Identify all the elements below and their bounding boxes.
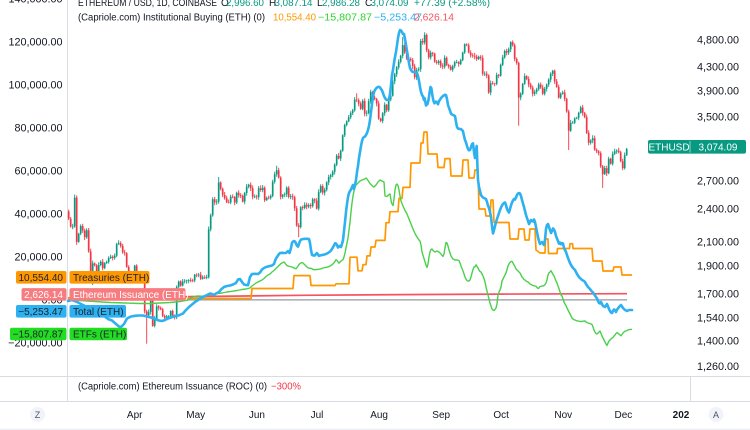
svg-text:ETHEREUM / USD, 1D, COINBASE: ETHEREUM / USD, 1D, COINBASE [78,0,217,9]
svg-text:H: H [269,0,276,9]
svg-text:2,626.14: 2,626.14 [24,290,63,301]
svg-text:20,000.00: 20,000.00 [14,252,62,264]
svg-text:80,000.00: 80,000.00 [14,123,62,135]
svg-text:Z: Z [35,410,41,420]
svg-text:−15,807.87: −15,807.87 [318,13,372,24]
svg-text:40,000.00: 40,000.00 [14,209,62,221]
svg-text:3,500.00: 3,500.00 [697,112,739,124]
svg-text:Aug: Aug [370,410,388,421]
svg-text:2,996.60: 2,996.60 [226,0,264,9]
svg-text:(Capriole.com) Ethereum Issuan: (Capriole.com) Ethereum Issuance (ROC) (… [78,382,267,393]
svg-text:May: May [186,410,205,421]
svg-text:4,300.00: 4,300.00 [697,62,739,74]
svg-text:(Capriole.com) Institutional B: (Capriole.com) Institutional Buying (ETH… [78,13,265,24]
svg-text:−20,000.00: −20,000.00 [8,338,62,350]
svg-text:3,074.09: 3,074.09 [371,0,409,9]
svg-text:1,540.00: 1,540.00 [697,313,739,325]
svg-text:140,000.00: 140,000.00 [8,0,62,6]
svg-text:2,986.28: 2,986.28 [322,0,360,9]
svg-text:100,000.00: 100,000.00 [8,80,62,92]
svg-text:Sep: Sep [432,410,450,421]
svg-text:60,000.00: 60,000.00 [14,166,62,178]
svg-text:1,260.00: 1,260.00 [697,361,739,373]
svg-text:2,700.00: 2,700.00 [697,176,739,188]
svg-text:Jul: Jul [311,410,324,421]
svg-text:ETHUSD: ETHUSD [648,142,689,153]
svg-text:3,900.00: 3,900.00 [697,86,739,98]
svg-text:ETFs (ETH): ETFs (ETH) [73,330,126,341]
svg-text:O: O [221,0,229,9]
svg-text:Jun: Jun [249,410,265,421]
svg-text:Nov: Nov [554,410,572,421]
svg-text:Treasuries (ETH): Treasuries (ETH) [73,273,149,284]
svg-text:Oct: Oct [493,410,509,421]
svg-text:A: A [713,410,719,420]
svg-text:1,700.00: 1,700.00 [697,289,739,301]
svg-text:120,000.00: 120,000.00 [8,37,62,49]
svg-text:3,087.14: 3,087.14 [275,0,313,9]
svg-text:−15,807.87: −15,807.87 [13,330,64,341]
svg-text:Apr: Apr [127,410,143,421]
svg-text:10,554.40: 10,554.40 [19,273,64,284]
svg-text:4,800.00: 4,800.00 [697,35,739,47]
svg-text:Dec: Dec [615,410,633,421]
svg-text:1,400.00: 1,400.00 [697,336,739,348]
svg-text:1,900.00: 1,900.00 [697,261,739,273]
svg-text:202: 202 [673,410,690,421]
svg-text:C: C [365,0,372,9]
svg-text:−300%: −300% [271,382,301,393]
svg-text:3,074.09: 3,074.09 [699,142,738,153]
svg-text:Total (ETH): Total (ETH) [73,307,124,318]
svg-text:2,626.14: 2,626.14 [414,13,454,24]
svg-text:L: L [317,0,323,9]
svg-text:−5,253.47: −5,253.47 [374,13,422,24]
svg-text:2,400.00: 2,400.00 [697,204,739,216]
svg-text:−5,253.47: −5,253.47 [18,307,63,318]
svg-text:Ethereum Issuance (ETH): Ethereum Issuance (ETH) [73,290,189,301]
svg-text:+77.39 (+2.58%): +77.39 (+2.58%) [414,0,490,9]
svg-text:2,100.00: 2,100.00 [697,237,739,249]
svg-text:10,554.40: 10,554.40 [273,13,316,24]
